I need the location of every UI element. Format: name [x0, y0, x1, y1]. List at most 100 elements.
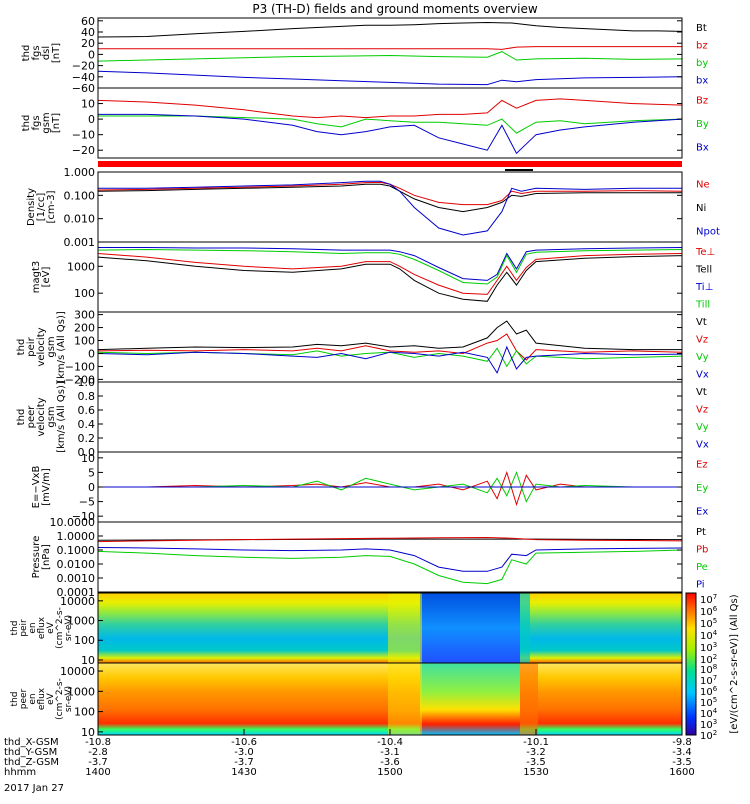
y-tick-label: 1000 — [67, 615, 95, 628]
axis-label: thd — [10, 621, 20, 636]
y-tick-label: 300 — [74, 309, 95, 322]
axis-label: eflux — [37, 616, 47, 639]
legend-pi: Pi — [696, 579, 705, 590]
y-tick-label: 0.8 — [78, 390, 96, 403]
axis-label: eV — [46, 621, 56, 634]
ephemeris-value: -3.7 — [88, 757, 108, 768]
panel-fgs-gsm: 10 0 −10 −20 thd fgs gsm [nT] Bz By Bx — [21, 87, 709, 159]
legend-bx: bx — [696, 75, 708, 86]
chart-title: P3 (TH-D) fields and ground moments over… — [252, 2, 537, 16]
ephemeris-value: -3.4 — [672, 747, 692, 758]
ephemeris-value: -10.8 — [85, 737, 111, 748]
axis-label: en — [28, 622, 38, 633]
series-line-ey-e-field — [98, 470, 682, 503]
ephemeris-value: -3.6 — [380, 757, 400, 768]
legend-vt: Vt — [696, 317, 707, 328]
ephemeris-value: -10.6 — [231, 737, 257, 748]
axis-label: gsm — [46, 336, 57, 357]
y-tick-label: 0.0001 — [57, 586, 96, 599]
legend-bz: bz — [696, 40, 708, 51]
y-tick-label: 100 — [74, 706, 95, 719]
legend-ti: Ti⊥ — [695, 282, 713, 293]
legend-pb: Pb — [696, 544, 708, 555]
y-tick-label: 0.4 — [78, 418, 96, 431]
axis-label: magt3 — [31, 261, 42, 294]
ephemeris-value: 1600 — [669, 767, 694, 778]
ephemeris-value: -3.1 — [380, 747, 400, 758]
axis-label: thd — [10, 692, 20, 707]
ephemeris-value: 1500 — [377, 767, 402, 778]
ephemeris-row-label: thd_X-GSM — [4, 737, 59, 748]
ephemeris-value: 1400 — [85, 767, 110, 778]
panel-temperature: 1000 100 magt3 [eV] Te⊥ Tell Ti⊥ Till — [31, 241, 715, 313]
y-tick-label: 0.0100 — [57, 558, 96, 571]
ephemeris-value: -3.5 — [672, 757, 692, 768]
series-line-tell-temperature — [98, 255, 682, 302]
legend-vy: Vy — [696, 352, 709, 363]
series-line-ti-temperature — [98, 247, 682, 281]
axis-label: sr-eV) — [64, 615, 74, 641]
legend-bz: Bz — [696, 96, 708, 107]
y-tick-label: 0.6 — [78, 404, 96, 417]
series-line-by-fgs-gsm — [98, 115, 682, 134]
ephemeris-value: -3.2 — [526, 747, 546, 758]
legend-te: Te⊥ — [695, 247, 715, 258]
series-line-bx-fgs-dsl — [98, 70, 682, 86]
axis-label: eV — [46, 692, 56, 705]
y-tick-label: 60 — [81, 15, 95, 28]
series-line-till-temperature — [98, 248, 682, 285]
y-tick-label: −10 — [72, 510, 95, 523]
y-tick-label: −20 — [72, 60, 95, 73]
colorbar — [685, 592, 697, 736]
y-tick-label: 1000 — [67, 685, 95, 698]
series-line-te-temperature — [98, 253, 682, 295]
ephemeris-value: -3.0 — [234, 747, 254, 758]
y-tick-label: 1000 — [67, 260, 95, 273]
axis-label: [nT] — [51, 113, 62, 133]
axis-label: peer — [19, 688, 29, 709]
y-tick-label: 1.0 — [78, 376, 96, 389]
y-tick-label: 0.2 — [78, 432, 96, 445]
y-tick-label: 100 — [74, 335, 95, 348]
ephemeris-value: -10.1 — [523, 737, 549, 748]
panel-peer-velocity: 1.00.80.60.40.20.0 thd peer velocity gsm [km/… — [16, 376, 709, 459]
y-tick-label: −200 — [65, 373, 95, 386]
series-line-bx-fgs-gsm — [98, 113, 682, 155]
spectrogram-peer-image — [98, 663, 682, 735]
y-tick-label: −5 — [79, 496, 95, 509]
legend-pt: Pt — [696, 527, 706, 538]
axis-label: [nPa] — [41, 544, 52, 570]
panel-frame — [97, 171, 683, 243]
y-tick-label: 0.0 — [78, 446, 96, 459]
y-tick-label: 1.0000 — [57, 530, 96, 543]
ephemeris-value: 1430 — [231, 767, 256, 778]
series-line-pi-pressure — [98, 547, 682, 572]
series-line-pe-pressure — [98, 549, 682, 585]
y-tick-label: 200 — [74, 322, 95, 335]
ephemeris-row-label: thd_Y-GSM — [4, 747, 57, 758]
series-line-ni-density — [98, 183, 682, 213]
legend-by: By — [696, 119, 709, 130]
axis-label: velocity — [36, 397, 47, 436]
axis-label: thd — [16, 339, 27, 356]
series-line-vt-peir-velocity — [98, 320, 682, 351]
ephemeris-value: -10.4 — [377, 737, 403, 748]
y-tick-label: 0.001 — [64, 236, 96, 249]
mode-bar-marker — [505, 169, 533, 171]
series-line-ez-e-field — [98, 470, 682, 507]
axis-label: thd — [21, 45, 32, 62]
spectrogram-peir: 10000 1000 100 10 thd peir en eflux eV (cm^2-s-sr… — [10, 592, 683, 667]
panel-frame — [97, 521, 683, 593]
y-tick-label: 0 — [88, 347, 95, 360]
legend-vt: Vt — [696, 387, 707, 398]
axis-label: en — [28, 693, 38, 704]
y-tick-label: −20 — [72, 144, 95, 157]
legend-till: Till — [695, 299, 710, 310]
y-tick-label: 0 — [88, 113, 95, 126]
y-tick-label: 0.010 — [64, 213, 96, 226]
ephemeris-value: -9.8 — [672, 737, 692, 748]
